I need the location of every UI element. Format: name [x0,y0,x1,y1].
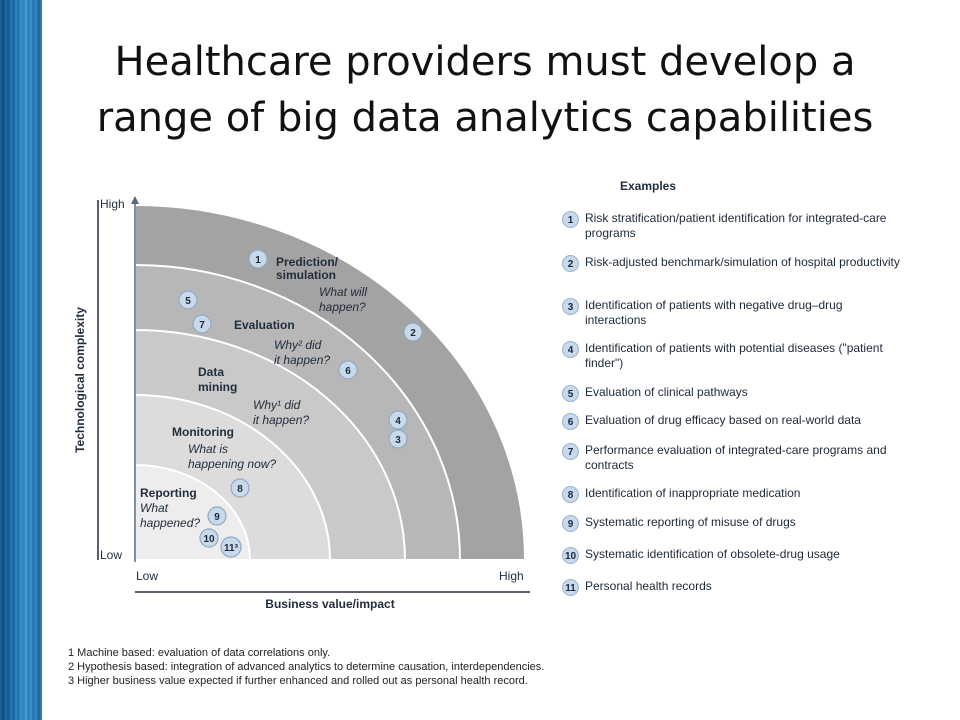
example-item: 1 Risk stratification/patient identificat… [562,211,902,241]
example-item: 3 Identification of patients with negativ… [562,298,902,328]
level-reporting-question-1: What [140,501,169,515]
level-prediction-title-1: Prediction/ [276,255,339,269]
level-monitoring-title: Monitoring [172,425,234,439]
example-number: 10 [562,547,579,564]
level-monitoring-question-1: What is [188,442,228,456]
level-data-mining-title-1: Data [198,365,224,379]
y-axis-title: Technological complexity [73,307,87,453]
y-axis-arrow [131,196,139,204]
example-number: 4 [562,341,579,358]
x-axis-title: Business value/impact [265,597,394,611]
badge-8-label: 8 [237,484,243,495]
badge-2-label: 2 [410,328,416,339]
example-text: Evaluation of clinical pathways [585,385,748,399]
example-text: Personal health records [585,579,712,593]
example-number: 7 [562,443,579,460]
level-evaluation-question-2: it happen? [274,353,330,367]
badge-9-label: 9 [214,512,220,523]
footnote-2: 2 Hypothesis based: integration of advan… [68,661,545,673]
badge-7: 7 [192,314,212,334]
example-item: 11 Personal health records [562,579,902,596]
example-text: Risk stratification/patient identificati… [585,211,887,240]
level-reporting-title: Reporting [140,486,197,500]
badge-8: 8 [230,478,250,498]
example-item: 10 Systematic identification of obsolete-… [562,547,902,564]
example-number: 8 [562,486,579,503]
example-number: 2 [562,255,579,272]
title-line-2: range of big data analytics capabilities [96,95,874,141]
badge-1: 1 [248,249,268,269]
band-reporting [134,463,252,561]
page-title: Healthcare providers must develop a rang… [60,34,910,146]
y-axis-high-label: High [100,197,125,211]
level-monitoring-question-2: happening now? [188,457,276,471]
example-text: Identification of patients with negative… [585,298,843,327]
level-prediction-title-2: simulation [276,268,336,282]
badge-11: 11³ [220,536,242,558]
sidebar-decoration [0,0,42,720]
example-item: 5 Evaluation of clinical pathways [562,385,902,402]
title-line-1: Healthcare providers must develop a [114,39,856,85]
badge-10: 10 [199,528,219,548]
x-axis-high-label: High [499,569,524,583]
example-item: 7 Performance evaluation of integrated-ca… [562,443,902,473]
level-evaluation-question-1: Why² did [274,338,322,352]
level-prediction-question-1: What will [319,285,367,299]
level-reporting-question-2: happened? [140,516,200,530]
level-data-mining-title-2: mining [198,380,237,394]
footnote-3: 3 Higher business value expected if furt… [68,675,528,687]
badge-6: 6 [338,360,358,380]
badge-3-label: 3 [395,435,401,446]
example-item: 2 Risk-adjusted benchmark/simulation of h… [562,255,902,272]
example-text: Identification of patients with potentia… [585,341,883,370]
examples-heading: Examples [620,179,677,193]
badge-4-label: 4 [395,416,401,427]
badge-1-label: 1 [255,255,261,266]
badge-10-label: 10 [203,534,215,545]
analytics-maturity-diagram: High Low Low High Business value/impact … [73,196,530,611]
level-data-mining-question-1: Why¹ did [253,398,301,412]
level-prediction-question-2: happen? [319,300,366,314]
example-text: Evaluation of drug efficacy based on rea… [585,413,861,427]
example-number: 1 [562,211,579,228]
example-text: Systematic identification of obsolete-dr… [585,547,840,561]
example-number: 9 [562,515,579,532]
badge-5: 5 [178,290,198,310]
badge-4: 4 [388,410,408,430]
example-text: Performance evaluation of integrated-car… [585,443,887,472]
x-axis-low-label: Low [136,569,158,583]
badge-11-label: 11³ [224,543,239,554]
example-item: 4 Identification of patients with potenti… [562,341,902,371]
example-item: 9 Systematic reporting of misuse of drugs [562,515,902,532]
example-item: 6 Evaluation of drug efficacy based on re… [562,413,902,430]
footnotes: 1 Machine based: evaluation of data corr… [68,646,544,688]
level-evaluation-title: Evaluation [234,318,295,332]
example-number: 11 [562,579,579,596]
badge-9: 9 [207,506,227,526]
level-data-mining-question-2: it happen? [253,413,309,427]
example-number: 5 [562,385,579,402]
example-text: Identification of inappropriate medicati… [585,486,801,500]
example-text: Systematic reporting of misuse of drugs [585,515,796,529]
badge-6-label: 6 [345,366,351,377]
footnote-1: 1 Machine based: evaluation of data corr… [68,647,331,659]
badge-5-label: 5 [185,296,191,307]
badge-2: 2 [403,322,423,342]
example-number: 3 [562,298,579,315]
example-item: 8 Identification of inappropriate medicat… [562,486,902,503]
badge-3: 3 [388,429,408,449]
example-number: 6 [562,413,579,430]
y-axis-low-label: Low [100,548,122,562]
badge-7-label: 7 [199,320,205,331]
example-text: Risk-adjusted benchmark/simulation of ho… [585,255,900,269]
